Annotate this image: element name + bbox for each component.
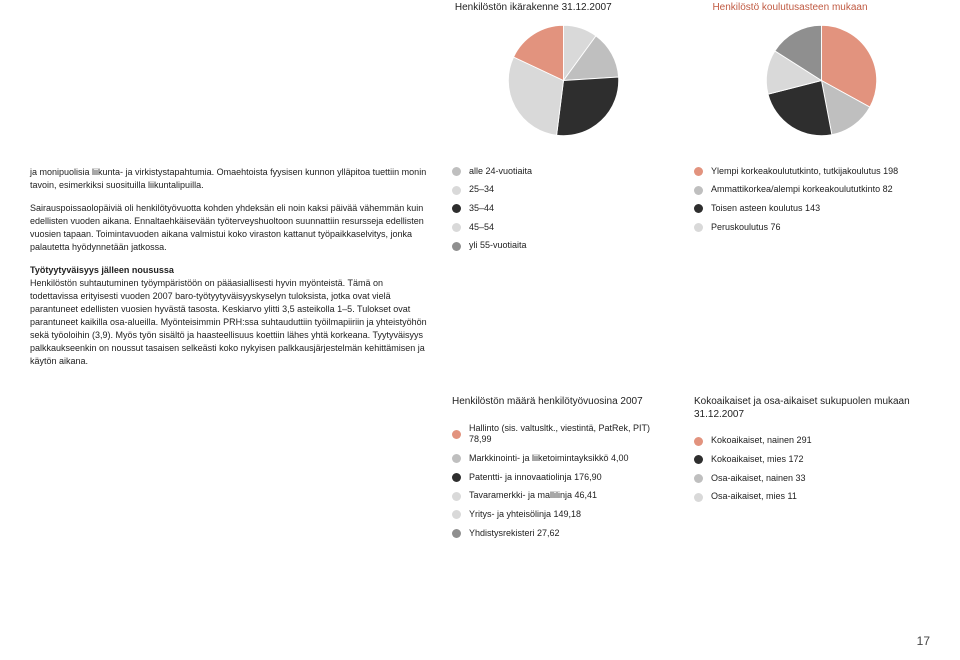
legend-gender-label: Kokoaikaiset, mies 172 (711, 454, 804, 466)
body-para-3: Työtyytyväisyys jälleen nousussa Henkilö… (30, 264, 428, 368)
legend-gender-label: Kokoaikaiset, nainen 291 (711, 435, 812, 447)
legend-count-label: Tavaramerkki- ja mallilinja 46,41 (469, 490, 597, 502)
legend-edu-label: Toisen asteen koulutus 143 (711, 203, 820, 215)
body-para-3-head: Työtyytyväisyys jälleen nousussa (30, 265, 174, 275)
pie-age-wrap (455, 23, 673, 138)
legend-count-item: Yhdistysrekisteri 27,62 (452, 528, 670, 540)
pie-edu (764, 23, 879, 138)
legend-dot-icon (452, 492, 461, 501)
legend-edu-label: Ammattikorkea/alempi korkeakoulututkinto… (711, 184, 893, 196)
legend-edu: Ylempi korkeakoulututkinto, tutkijakoulu… (694, 166, 924, 379)
legend-age-item: 45–54 (452, 222, 670, 234)
legend-dot-icon (694, 437, 703, 446)
pie-age (506, 23, 621, 138)
top-charts-row: Henkilöstön ikärakenne 31.12.2007 Henkil… (30, 0, 930, 138)
legend-gender-label: Osa-aikaiset, nainen 33 (711, 473, 806, 485)
legend-count-item: Markkinointi- ja liiketoimintayksikkö 4,… (452, 453, 670, 465)
chart-edu: Henkilöstö koulutusasteen mukaan (712, 2, 930, 138)
legend-age-label: alle 24-vuotiaita (469, 166, 532, 178)
body-para-2: Sairauspoissaolopäiviä oli henkilötyövuo… (30, 202, 428, 254)
chart-edu-title: Henkilöstö koulutusasteen mukaan (712, 2, 930, 15)
legend-gender-label: Osa-aikaiset, mies 11 (711, 491, 797, 503)
chart-age-title: Henkilöstön ikärakenne 31.12.2007 (455, 2, 673, 15)
legend-dot-icon (452, 186, 461, 195)
legend-gender: Kokoaikaiset ja osa-aikaiset sukupuolen … (694, 396, 924, 546)
legend-age-label: 25–34 (469, 184, 494, 196)
legend-count-title: Henkilöstön määrä henkilötyövuosina 2007 (452, 396, 670, 409)
legend-count-label: Yhdistysrekisteri 27,62 (469, 528, 560, 540)
legend-age-label: 35–44 (469, 203, 494, 215)
legend-age-item: yli 55-vuotiaita (452, 240, 670, 252)
legend-dot-icon (452, 529, 461, 538)
chart-age: Henkilöstön ikärakenne 31.12.2007 (455, 2, 673, 138)
legend-dot-icon (694, 474, 703, 483)
legend-dot-icon (452, 167, 461, 176)
legend-dot-icon (694, 493, 703, 502)
legend-count: Henkilöstön määrä henkilötyövuosina 2007… (452, 396, 670, 546)
legend-gender-item: Kokoaikaiset, mies 172 (694, 454, 924, 466)
legend-gender-item: Osa-aikaiset, nainen 33 (694, 473, 924, 485)
legend-age: alle 24-vuotiaita 25–34 35–44 45–54 yli 55-v… (452, 166, 670, 379)
legend-gender-title: Kokoaikaiset ja osa-aikaiset sukupuolen … (694, 396, 924, 421)
legend-count-label: Yritys- ja yhteisölinja 149,18 (469, 509, 581, 521)
mid-row: ja monipuolisia liikunta- ja virkistysta… (30, 166, 930, 379)
legend-count-label: Markkinointi- ja liiketoimintayksikkö 4,… (469, 453, 629, 465)
legend-dot-icon (694, 167, 703, 176)
legend-dot-icon (452, 430, 461, 439)
legend-dot-icon (452, 204, 461, 213)
legend-age-item: 35–44 (452, 203, 670, 215)
page-number: 17 (917, 634, 930, 648)
legend-count-item: Tavaramerkki- ja mallilinja 46,41 (452, 490, 670, 502)
bottom-row: Henkilöstön määrä henkilötyövuosina 2007… (30, 396, 930, 546)
legend-age-label: 45–54 (469, 222, 494, 234)
legend-count-item: Patentti- ja innovaatiolinja 176,90 (452, 472, 670, 484)
legend-dot-icon (694, 204, 703, 213)
legend-dot-icon (452, 510, 461, 519)
legend-count-item: Hallinto (sis. valtusltk., viestintä, Pa… (452, 423, 670, 446)
legend-dot-icon (694, 186, 703, 195)
pie-edu-wrap (712, 23, 930, 138)
legend-dot-icon (694, 223, 703, 232)
legend-dot-icon (452, 454, 461, 463)
body-para-3-body: Henkilöstön suhtautuminen työympäristöön… (30, 278, 427, 366)
legend-age-item: alle 24-vuotiaita (452, 166, 670, 178)
legend-age-item: 25–34 (452, 184, 670, 196)
legend-edu-item: Peruskoulutus 76 (694, 222, 924, 234)
legend-edu-item: Ylempi korkeakoulututkinto, tutkijakoulu… (694, 166, 924, 178)
legend-edu-item: Toisen asteen koulutus 143 (694, 203, 924, 215)
legend-edu-label: Ylempi korkeakoulututkinto, tutkijakoulu… (711, 166, 898, 178)
legend-dot-icon (694, 455, 703, 464)
legend-age-label: yli 55-vuotiaita (469, 240, 527, 252)
legend-dot-icon (452, 223, 461, 232)
legend-gender-item: Kokoaikaiset, nainen 291 (694, 435, 924, 447)
legend-count-label: Patentti- ja innovaatiolinja 176,90 (469, 472, 602, 484)
legend-edu-item: Ammattikorkea/alempi korkeakoulututkinto… (694, 184, 924, 196)
legend-dot-icon (452, 242, 461, 251)
legend-gender-item: Osa-aikaiset, mies 11 (694, 491, 924, 503)
body-text-column: ja monipuolisia liikunta- ja virkistysta… (30, 166, 428, 379)
legend-count-label: Hallinto (sis. valtusltk., viestintä, Pa… (469, 423, 670, 446)
legend-edu-label: Peruskoulutus 76 (711, 222, 781, 234)
legend-dot-icon (452, 473, 461, 482)
legend-count-item: Yritys- ja yhteisölinja 149,18 (452, 509, 670, 521)
body-para-1: ja monipuolisia liikunta- ja virkistysta… (30, 166, 428, 192)
